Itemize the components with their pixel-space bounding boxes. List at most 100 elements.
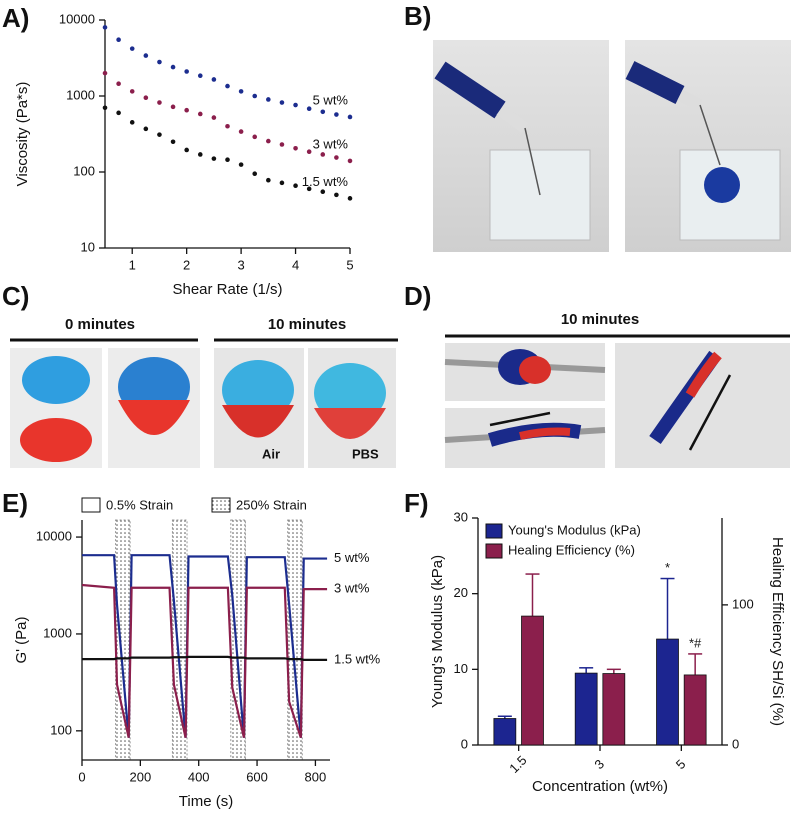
photo-d: 10 minutes xyxy=(444,311,790,468)
caption: Air xyxy=(262,446,280,461)
point xyxy=(102,105,108,111)
x-tick-label: 200 xyxy=(130,769,152,784)
point xyxy=(334,155,339,160)
point xyxy=(170,64,176,70)
x-tick-label: 1 xyxy=(129,257,136,272)
series-label: 1.5 wt% xyxy=(334,651,381,666)
legend-swatch xyxy=(81,497,101,513)
y-tick-label: 20 xyxy=(454,585,468,600)
point xyxy=(184,107,189,113)
point xyxy=(320,109,326,115)
y-axis-label: G' (Pa) xyxy=(13,616,30,663)
bar xyxy=(574,672,598,746)
point xyxy=(334,192,339,198)
photo-c: 0 minutes 10 minutes Air PBS xyxy=(10,316,398,468)
y-tick-label: 0 xyxy=(461,736,468,751)
x-tick-label: 3 xyxy=(591,756,607,772)
y-axis-label: Viscosity (Pa*s) xyxy=(14,82,31,187)
point xyxy=(129,89,135,94)
panel-label: B) xyxy=(404,1,431,31)
y-tick-label: 10 xyxy=(454,661,468,676)
y-tick-label: 0 xyxy=(732,736,739,751)
caption: PBS xyxy=(352,446,379,461)
point xyxy=(266,138,271,144)
point xyxy=(211,156,217,161)
point xyxy=(238,162,244,167)
bar xyxy=(602,673,626,746)
y-tick-label: 30 xyxy=(454,509,468,524)
y-tick-label: 1000 xyxy=(66,87,95,102)
series-line xyxy=(81,583,328,739)
y-tick-label: 1000 xyxy=(43,625,72,640)
point xyxy=(197,152,203,157)
panel-label: A) xyxy=(2,3,29,33)
panel-label: D) xyxy=(404,281,431,311)
y-tick-label: 10000 xyxy=(59,11,95,26)
panel-label: F) xyxy=(404,488,429,518)
y-tick-label: 10000 xyxy=(36,528,72,543)
legend-label: Healing Efficiency (%) xyxy=(508,542,635,557)
point xyxy=(129,46,135,51)
point xyxy=(225,83,230,89)
point xyxy=(306,106,312,112)
legend-swatch xyxy=(211,497,231,513)
point xyxy=(320,152,326,157)
x-tick-label: 4 xyxy=(292,257,299,272)
point xyxy=(157,100,162,105)
point xyxy=(184,69,189,74)
point xyxy=(211,77,217,82)
point xyxy=(279,180,285,186)
y-tick-label: 100 xyxy=(73,163,95,178)
point xyxy=(347,114,353,120)
x-tick-label: 800 xyxy=(305,769,327,784)
x-tick-label: 400 xyxy=(188,769,210,784)
x-axis-label: Concentration (wt%) xyxy=(532,778,668,795)
bar xyxy=(683,674,707,746)
series-label: 5 wt% xyxy=(334,550,370,565)
point xyxy=(143,53,149,58)
point xyxy=(347,158,353,164)
point xyxy=(116,110,121,116)
point xyxy=(225,123,230,129)
point xyxy=(102,25,108,30)
series-label: 5 wt% xyxy=(313,92,349,107)
point xyxy=(238,129,244,134)
photo-b xyxy=(433,40,791,252)
header: 10 minutes xyxy=(561,311,639,328)
point xyxy=(184,147,189,153)
bar xyxy=(521,615,544,746)
point xyxy=(211,115,217,120)
point xyxy=(252,134,258,140)
point xyxy=(157,132,162,137)
point xyxy=(279,100,285,105)
series-line xyxy=(82,554,328,738)
annotation: * xyxy=(665,560,670,575)
x-tick-label: 1.5 xyxy=(506,753,529,776)
point xyxy=(197,111,203,117)
y2-axis-label: Healing Efficiency SH/Si (%) xyxy=(769,537,786,726)
point xyxy=(102,70,108,76)
x-axis-label: Shear Rate (1/s) xyxy=(172,281,282,298)
point xyxy=(266,97,271,102)
y-axis-label: Young's Modulus (kPa) xyxy=(429,555,446,708)
point xyxy=(116,81,121,87)
point xyxy=(143,95,149,100)
point xyxy=(252,171,258,176)
series-label: 3 wt% xyxy=(334,581,370,596)
point xyxy=(266,177,271,183)
point xyxy=(320,189,326,195)
point xyxy=(347,196,353,201)
x-tick-label: 5 xyxy=(346,257,353,272)
point xyxy=(252,93,258,99)
point xyxy=(116,37,121,43)
point xyxy=(306,186,312,192)
point xyxy=(293,183,298,189)
annotation: *# xyxy=(689,635,702,650)
bar xyxy=(493,718,517,746)
point xyxy=(225,157,230,163)
panel-label: E) xyxy=(2,488,28,518)
x-tick-label: 3 xyxy=(237,257,244,272)
legend-label: Young's Modulus (kPa) xyxy=(508,522,641,537)
point xyxy=(293,146,298,151)
